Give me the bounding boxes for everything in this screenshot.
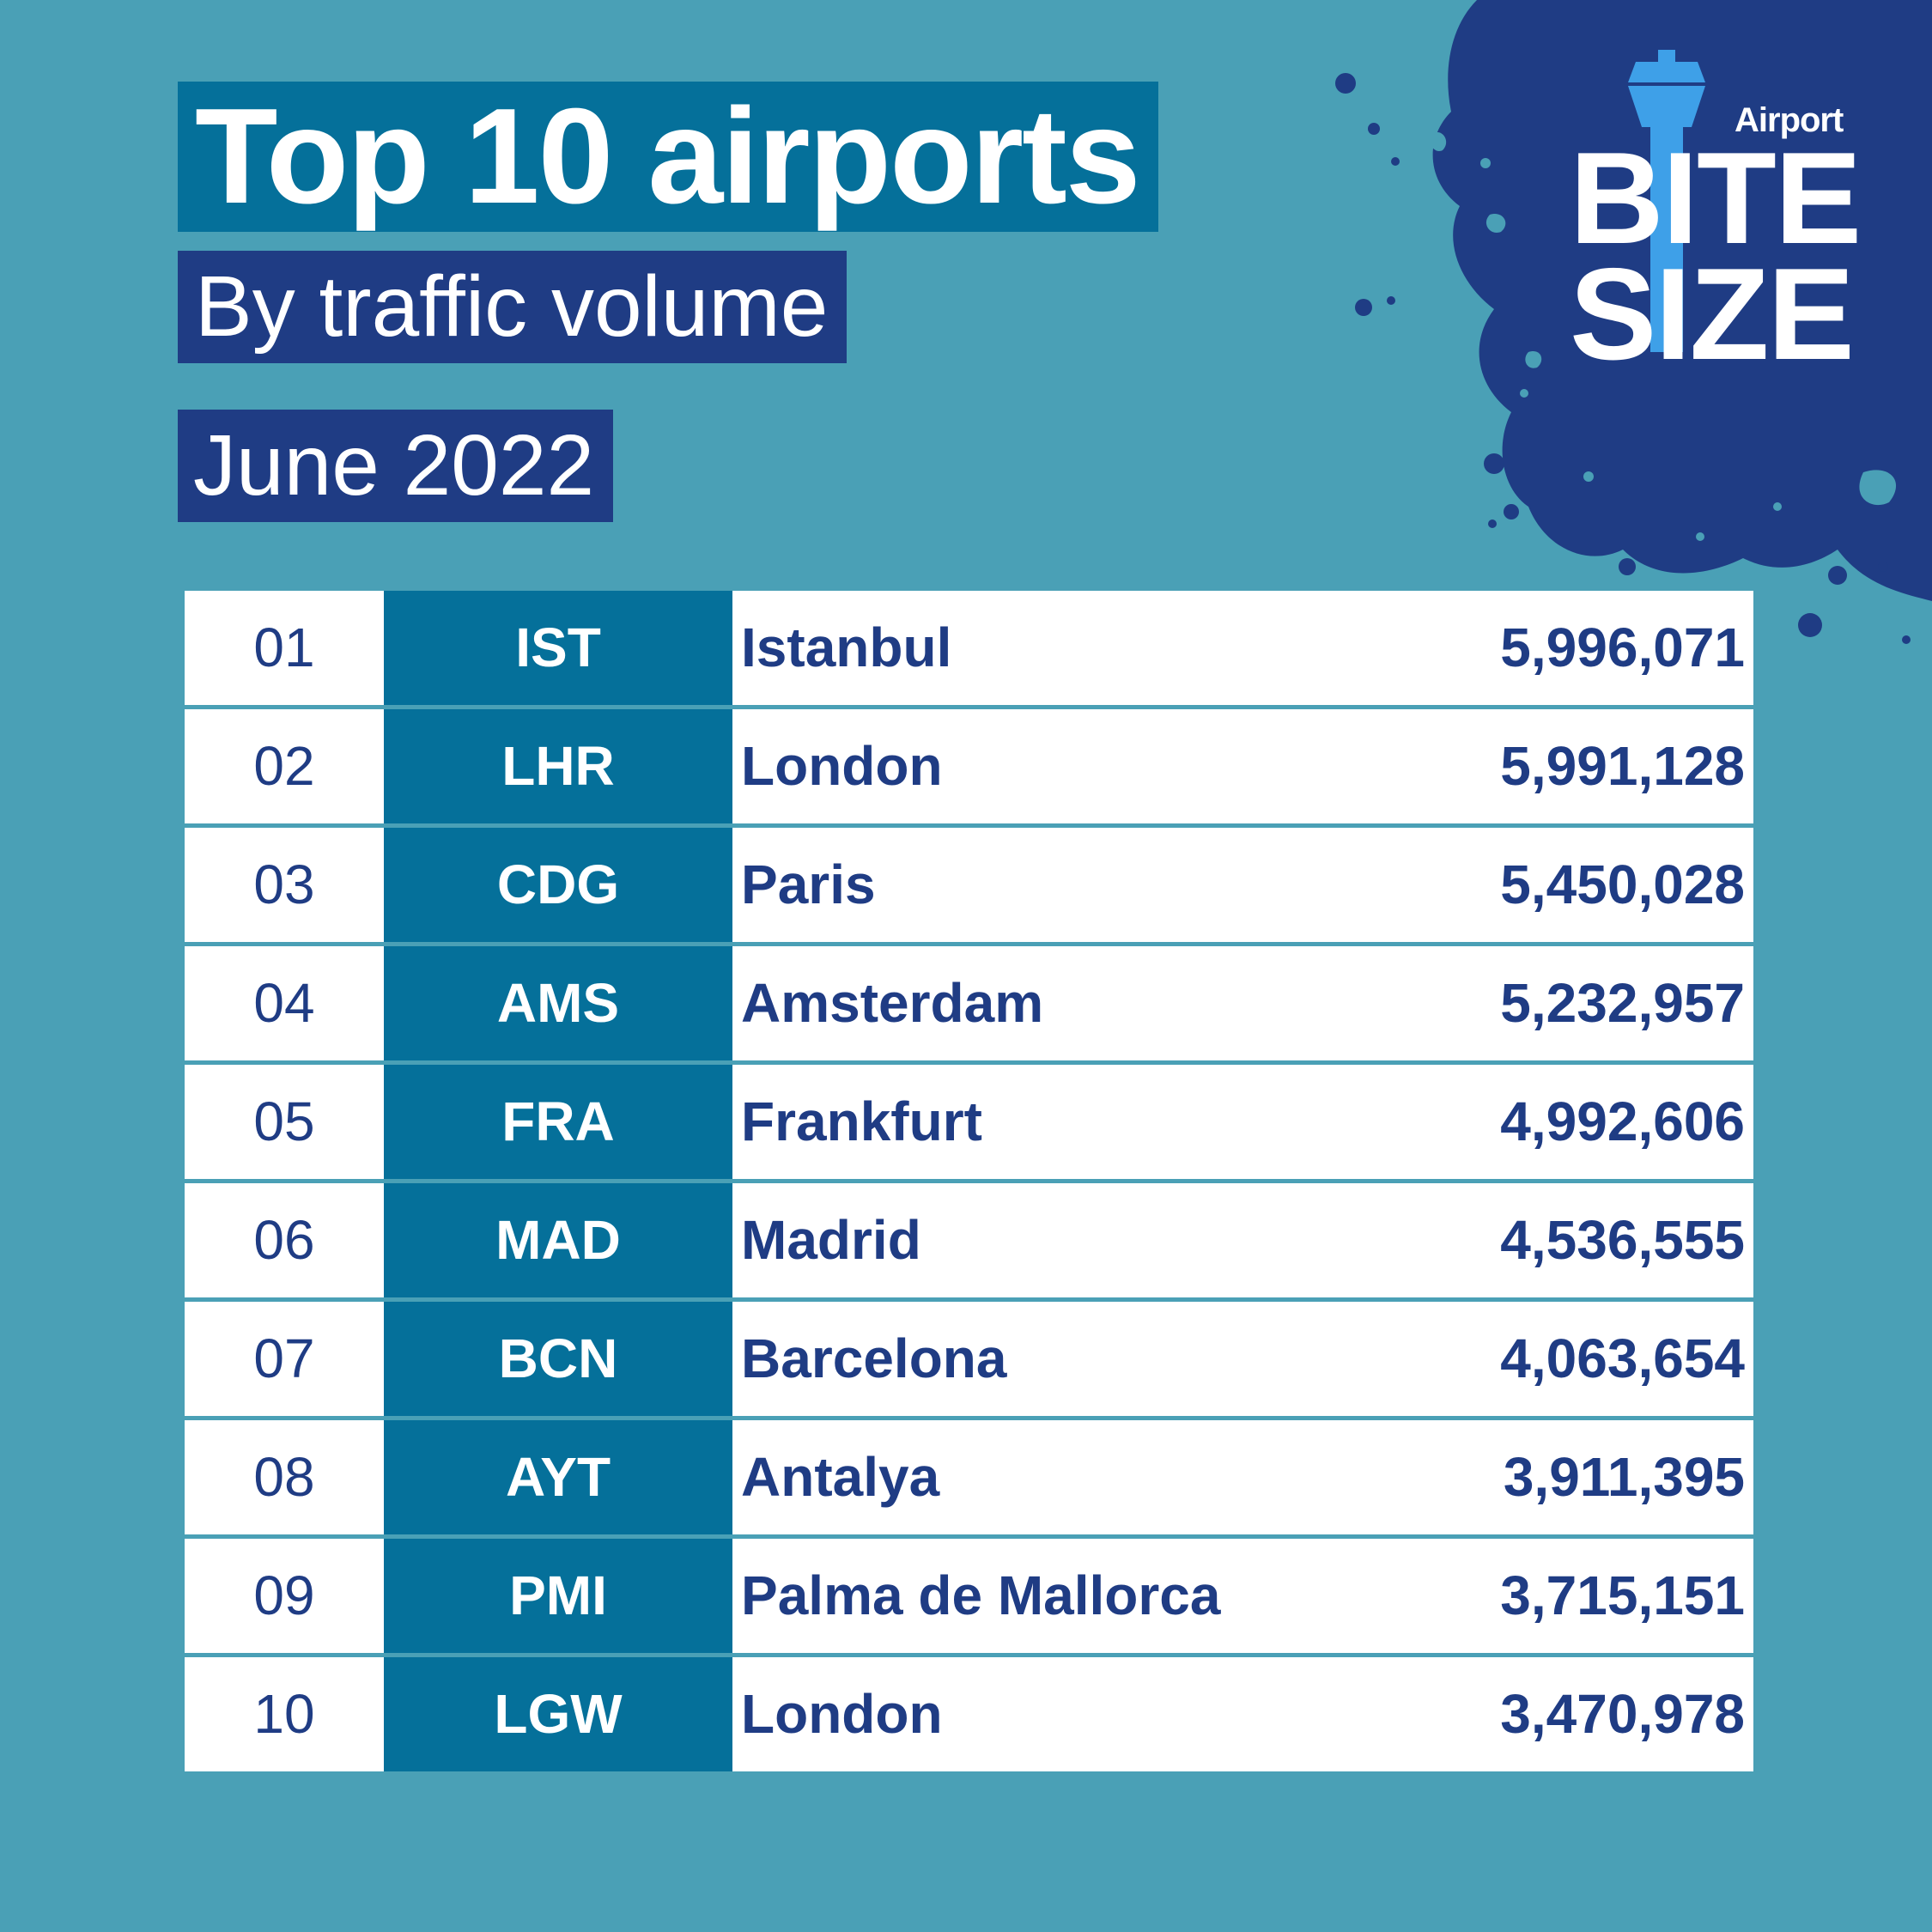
city-cell: Madrid [741, 1209, 921, 1271]
table-row: 01 IST Istanbul 5,996,071 [185, 591, 1753, 705]
city-cell: Paris [741, 854, 876, 915]
city-cell: Antalya [741, 1446, 940, 1508]
airport-code-cell: AYT [384, 1420, 732, 1534]
table-row: 09 PMI Palma de Mallorca 3,715,151 [185, 1539, 1753, 1653]
page-subtitle: By traffic volume [178, 251, 848, 363]
rank-cell: 08 [253, 1446, 315, 1508]
passengers-cell: 4,536,555 [1500, 1209, 1745, 1271]
rank-cell: 05 [253, 1091, 315, 1152]
table-row: 10 LGW London 3,470,978 [185, 1657, 1753, 1771]
passengers-cell: 4,063,654 [1500, 1327, 1745, 1389]
city-cell: London [741, 735, 943, 797]
page-title: Top 10 airports [178, 82, 1158, 232]
city-cell: Frankfurt [741, 1091, 982, 1152]
table-row: 03 CDG Paris 5,450,028 [185, 828, 1753, 942]
city-cell: London [741, 1683, 943, 1745]
table-row: 08 AYT Antalya 3,911,395 [185, 1420, 1753, 1534]
airport-code-cell: BCN [384, 1302, 732, 1416]
logo-bite-text: BITE [1570, 125, 1862, 271]
rank-cell: 03 [253, 854, 315, 915]
rank-cell: 07 [253, 1327, 315, 1389]
airports-table: 01 IST Istanbul 5,996,071 02 LHR London … [185, 591, 1753, 1776]
passengers-cell: 5,232,957 [1500, 972, 1745, 1034]
table-row: 02 LHR London 5,991,128 [185, 709, 1753, 823]
ink-splash-icon [1335, 0, 1932, 644]
table-row: 04 AMS Amsterdam 5,232,957 [185, 946, 1753, 1060]
airport-code-cell: CDG [384, 828, 732, 942]
passengers-cell: 3,911,395 [1503, 1446, 1745, 1508]
table-row: 06 MAD Madrid 4,536,555 [185, 1183, 1753, 1297]
rank-cell: 06 [253, 1209, 315, 1271]
rank-cell: 10 [253, 1683, 315, 1745]
logo-airport-text: Airport [1735, 101, 1844, 139]
passengers-cell: 5,991,128 [1500, 735, 1745, 797]
period-label: June 2022 [178, 410, 614, 522]
passengers-cell: 3,470,978 [1500, 1683, 1745, 1745]
table-row: 05 FRA Frankfurt 4,992,606 [185, 1065, 1753, 1179]
passengers-cell: 5,450,028 [1500, 854, 1745, 915]
city-cell: Palma de Mallorca [741, 1564, 1221, 1626]
passengers-cell: 5,996,071 [1500, 617, 1745, 678]
rank-cell: 04 [253, 972, 315, 1034]
city-cell: Istanbul [741, 617, 952, 678]
airport-code-cell: FRA [384, 1065, 732, 1179]
airport-code-cell: IST [384, 591, 732, 705]
airport-code-cell: LGW [384, 1657, 732, 1771]
rank-cell: 01 [253, 617, 315, 678]
rank-cell: 02 [253, 735, 315, 797]
rank-cell: 09 [253, 1564, 315, 1626]
city-cell: Amsterdam [741, 972, 1044, 1034]
airport-code-cell: MAD [384, 1183, 732, 1297]
airport-code-cell: AMS [384, 946, 732, 1060]
table-row: 07 BCN Barcelona 4,063,654 [185, 1302, 1753, 1416]
logo-size-text: SIZE [1570, 241, 1855, 387]
airport-bite-size-logo: Airport BITE SIZE [1297, 0, 1932, 687]
city-cell: Barcelona [741, 1327, 1007, 1389]
airport-code-cell: LHR [384, 709, 732, 823]
passengers-cell: 4,992,606 [1500, 1091, 1745, 1152]
airport-code-cell: PMI [384, 1539, 732, 1653]
passengers-cell: 3,715,151 [1500, 1564, 1745, 1626]
